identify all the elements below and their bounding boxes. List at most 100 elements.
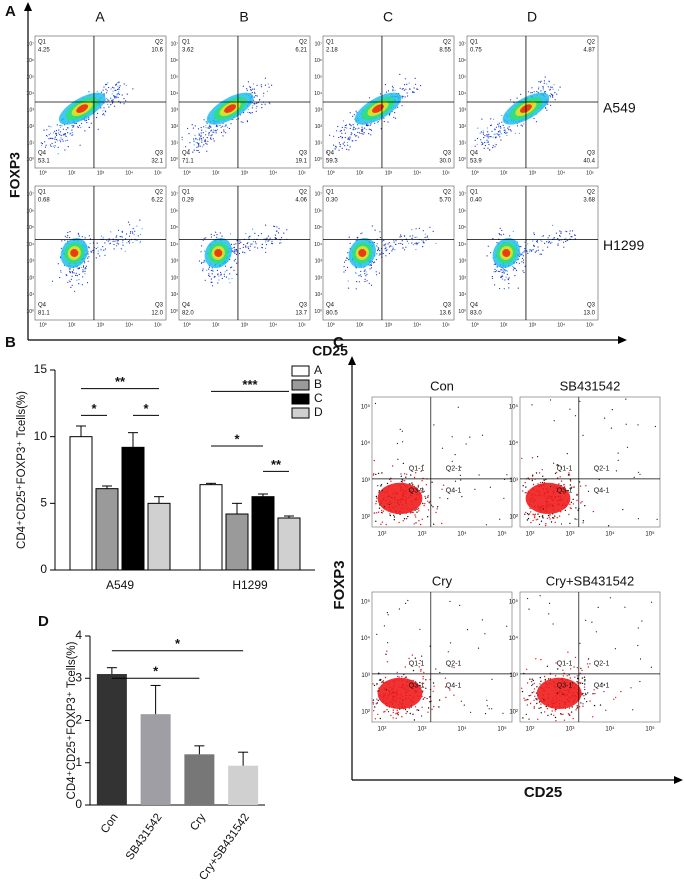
y-tick-label: 10²: [361, 710, 370, 716]
event-dot: [533, 682, 535, 685]
event-dot: [211, 273, 213, 275]
event-dot: [129, 240, 131, 242]
event-dot: [354, 135, 356, 137]
event-dot: [202, 137, 204, 139]
significance-label: *: [175, 636, 181, 651]
event-dot: [103, 86, 105, 88]
event-dot: [560, 523, 563, 525]
event-dot: [481, 619, 483, 621]
event-dot: [553, 420, 555, 422]
event-dot: [454, 454, 456, 456]
event-dot: [105, 84, 107, 86]
event-dot: [233, 246, 235, 248]
event-dot: [84, 120, 86, 122]
event-dot: [557, 668, 559, 670]
event-dot: [102, 110, 104, 112]
event-dot: [189, 142, 191, 144]
event-dot: [228, 278, 230, 280]
event-dot: [393, 241, 395, 243]
event-dot: [426, 697, 428, 700]
event-dot: [200, 137, 202, 140]
event-dot: [557, 89, 560, 91]
event-dot: [234, 249, 236, 251]
event-dot: [69, 281, 71, 283]
event-dot: [576, 518, 578, 521]
event-dot: [498, 122, 500, 124]
y-tick-label: 10⁷: [27, 42, 35, 48]
event-dot: [52, 145, 54, 147]
y-tick-label: 10⁴: [509, 440, 519, 447]
event-dot: [198, 151, 200, 153]
event-dot: [365, 271, 367, 273]
event-dot: [444, 677, 447, 679]
event-dot: [379, 93, 382, 95]
event-dot: [435, 668, 437, 670]
event-dot: [537, 518, 539, 520]
event-dot: [73, 272, 75, 274]
event-dot: [396, 671, 398, 674]
event-dot: [86, 282, 89, 284]
event-dot: [394, 89, 396, 91]
event-dot: [210, 269, 212, 272]
event-dot: [388, 246, 391, 248]
event-dot: [630, 687, 632, 689]
event-dot: [562, 675, 564, 677]
event-dot: [572, 498, 574, 501]
event-dot: [402, 88, 404, 90]
x-tick-label: A549: [106, 578, 134, 592]
event-dot: [551, 95, 554, 97]
event-dot: [254, 232, 256, 234]
quadrant-value: 3.68: [583, 198, 595, 204]
event-dot: [349, 138, 351, 140]
event-dot: [105, 88, 107, 90]
event-dot: [60, 271, 62, 273]
event-dot: [509, 99, 512, 101]
quadrant-name: Q3: [443, 303, 452, 309]
event-dot: [568, 674, 570, 676]
event-dot: [65, 129, 67, 131]
event-dot: [111, 93, 113, 95]
event-dot: [398, 242, 400, 245]
event-dot: [84, 270, 86, 272]
bar: [225, 513, 249, 571]
quadrant-label: Q1-1: [557, 661, 573, 668]
event-dot: [562, 241, 565, 243]
event-dot: [407, 95, 409, 97]
event-dot: [374, 261, 376, 263]
event-dot: [346, 148, 348, 150]
event-dot: [233, 251, 235, 253]
event-dot: [378, 247, 380, 249]
event-dot: [549, 399, 552, 401]
quadrant-label: Q3-1: [557, 488, 573, 495]
y-tick-label: 10⁰: [458, 309, 466, 315]
event-dot: [556, 692, 558, 694]
significance-label: **: [271, 457, 282, 472]
event-dot: [219, 124, 221, 126]
x-tick-label: H1299: [232, 578, 268, 592]
x-tick-label: 10³: [566, 532, 575, 538]
event-dot: [413, 476, 416, 479]
x-tick-label: 10⁴: [269, 170, 277, 176]
event-dot: [234, 258, 236, 261]
quadrant-value: 53.1: [38, 159, 50, 165]
event-dot: [392, 248, 394, 250]
event-dot: [421, 518, 423, 520]
event-dot: [427, 500, 429, 502]
event-dot: [233, 269, 235, 271]
event-dot: [206, 150, 208, 152]
event-dot: [378, 690, 380, 692]
event-dot: [196, 146, 198, 148]
event-dot: [205, 124, 207, 126]
event-dot: [111, 86, 114, 88]
event-dot: [562, 669, 564, 671]
event-dot: [422, 502, 424, 505]
event-dot: [583, 698, 586, 700]
event-dot: [547, 86, 549, 88]
quadrant-value: 13.0: [583, 311, 595, 317]
event-dot: [546, 83, 548, 85]
event-dot: [126, 242, 128, 244]
event-dot: [366, 273, 368, 275]
x-tick-label: Cry: [188, 811, 208, 833]
event-dot: [382, 510, 385, 512]
event-dot: [413, 523, 415, 525]
